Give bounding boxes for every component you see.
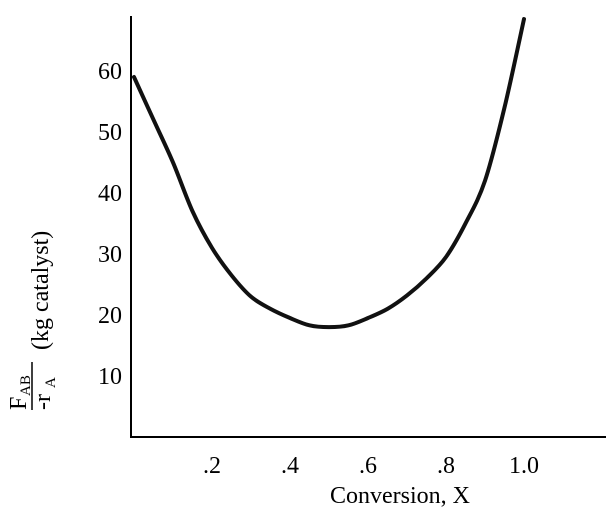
y-label-unit: (kg catalyst) [28, 231, 54, 350]
y-label-denominator: -r [30, 394, 56, 410]
x-tick-label: .2 [203, 453, 221, 479]
x-tick-label: .8 [437, 453, 455, 479]
y-tick-label: 60 [98, 59, 122, 85]
x-axis-label: Conversion, X [330, 483, 470, 507]
y-tick-label: 50 [98, 120, 122, 146]
y-axis-label: F AB -r A (kg catalyst) [6, 231, 59, 410]
y-tick-label: 40 [98, 181, 122, 207]
curve [132, 17, 526, 330]
y-label-denominator-sub: A [43, 377, 59, 388]
x-tick-label: 1.0 [509, 453, 539, 479]
y-tick-label: 30 [98, 242, 122, 268]
y-label-numerator-sub: AB [18, 375, 34, 396]
y-label-numerator: F [6, 397, 32, 410]
x-tick-label: .4 [281, 453, 299, 479]
y-tick-label: 10 [98, 364, 122, 390]
y-tick-label: 20 [98, 303, 122, 329]
x-tick-label: .6 [359, 453, 377, 479]
